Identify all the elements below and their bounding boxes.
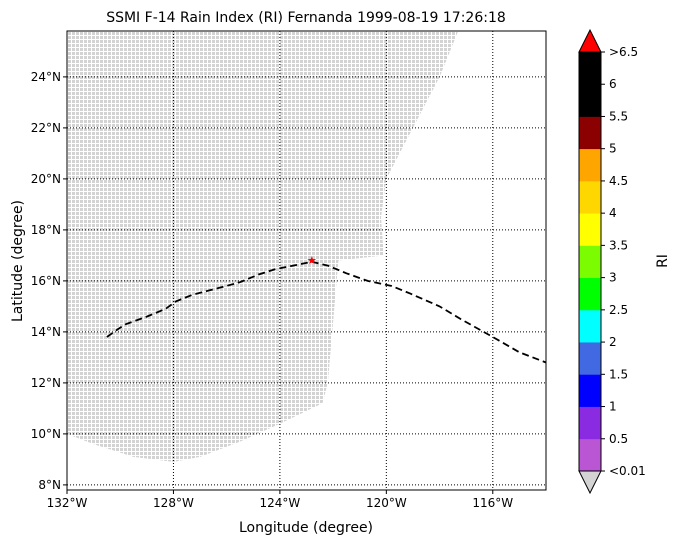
lat-lon-gridlines	[67, 31, 546, 490]
rain-index-colorbar: <0.01 0.5 1 1.5 2 2.5 3 3.5 4 4.5 5 5.5 6 >6.5	[578, 28, 646, 495]
colorbar-tick-label: 5	[609, 142, 617, 156]
colorbar-tick-label: 3	[609, 271, 617, 285]
colorbar-label: RI	[655, 254, 671, 268]
x-axis-label: Longitude (degree)	[239, 520, 373, 536]
colorbar-tick-label: <0.01	[609, 464, 646, 478]
colorbar-tick-label: 1	[609, 400, 617, 414]
latitude-ticks: 8°N 10°N 12°N 14°N 16°N 18°N 20°N 22°N 24°N	[31, 70, 67, 492]
colorbar-segment	[579, 245, 601, 279]
colorbar-tick-label: >6.5	[609, 45, 638, 59]
colorbar-tick-label: 5.5	[609, 109, 628, 123]
ssmi-swath-coverage	[67, 31, 459, 462]
colorbar-segment	[579, 213, 601, 246]
y-axis-label: Latitude (degree)	[10, 200, 26, 322]
y-tick-label: 12°N	[31, 376, 61, 390]
colorbar-segment	[579, 180, 601, 214]
colorbar-segment	[579, 309, 601, 343]
colorbar-segment	[579, 374, 601, 407]
storm-track-line	[106, 260, 546, 364]
y-tick-label: 8°N	[38, 478, 61, 492]
colorbar-tick-label: 2.5	[609, 303, 628, 317]
colorbar-segment	[579, 342, 601, 375]
y-tick-label: 24°N	[31, 70, 61, 84]
colorbar-segment	[579, 84, 601, 117]
colorbar-segment	[579, 148, 601, 182]
colorbar-frame	[578, 51, 602, 472]
colorbar-segment	[579, 438, 601, 472]
colorbar-tick-label: 1.5	[609, 367, 628, 381]
colorbar-segment	[579, 406, 601, 440]
colorbar-tick-label: 4.5	[609, 174, 628, 188]
y-tick-label: 20°N	[31, 172, 61, 186]
colorbar-tick-label: 3.5	[609, 238, 628, 252]
colorbar-tick-label: 6	[609, 77, 617, 91]
x-tick-label: 124°W	[259, 496, 300, 510]
y-tick-label: 14°N	[31, 325, 61, 339]
map-frame	[66, 30, 547, 491]
colorbar-segment	[579, 116, 601, 150]
y-tick-label: 22°N	[31, 121, 61, 135]
colorbar-under-extension	[578, 470, 602, 495]
y-tick-label: 10°N	[31, 427, 61, 441]
colorbar-segment	[579, 52, 601, 85]
colorbar-tick-label: 0.5	[609, 432, 628, 446]
x-tick-label: 128°W	[153, 496, 194, 510]
colorbar-tick-label: 4	[609, 206, 617, 220]
x-tick-label: 116°W	[472, 496, 513, 510]
colorbar-tick-label: 2	[609, 335, 617, 349]
colorbar-segment	[579, 277, 601, 311]
y-tick-label: 16°N	[31, 274, 61, 288]
x-tick-label: 120°W	[366, 496, 407, 510]
x-tick-label: 132°W	[47, 496, 88, 510]
y-tick-label: 18°N	[31, 223, 61, 237]
longitude-ticks: 132°W 128°W 124°W 120°W 116°W	[47, 490, 513, 510]
chart-title: SSMI F-14 Rain Index (RI) Fernanda 1999-…	[106, 10, 506, 26]
storm-center-star-marker	[307, 256, 317, 265]
colorbar-over-extension	[578, 28, 602, 53]
